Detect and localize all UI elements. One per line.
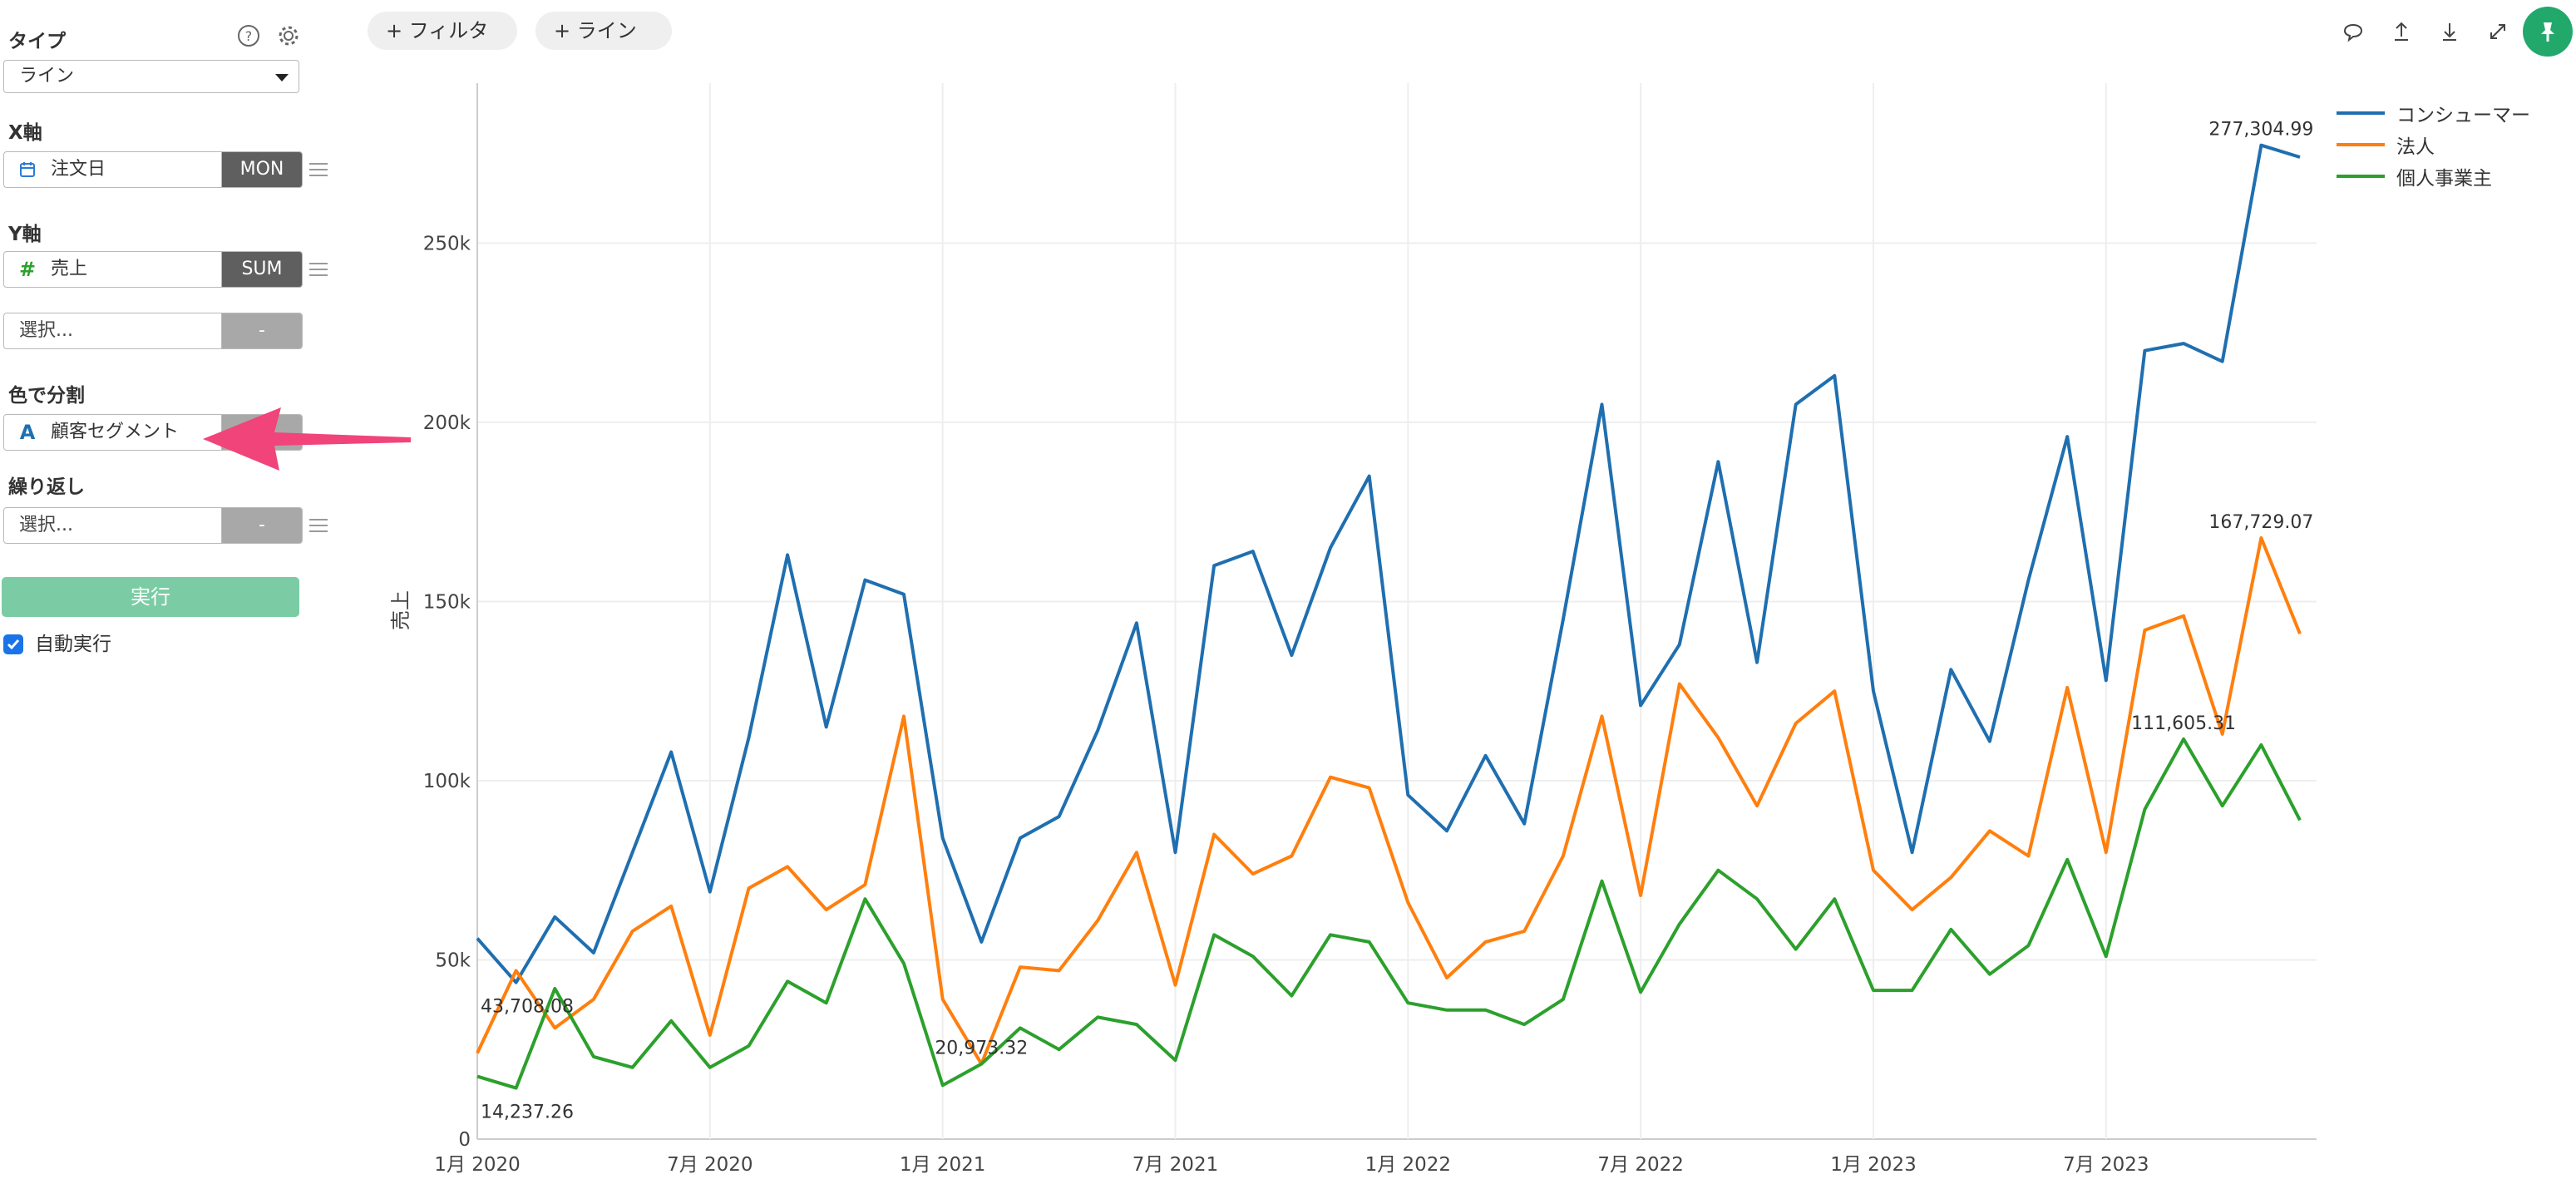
help-icon[interactable]: ? — [236, 23, 261, 48]
data-label: 111,605.31 — [2131, 713, 2236, 734]
y-tick-label: 150k — [423, 591, 471, 613]
repeat-menu-icon[interactable] — [309, 519, 328, 532]
y2-agg-button[interactable]: - — [221, 313, 302, 348]
y-tick-label: 200k — [423, 412, 471, 434]
y-axis-title: 売上 — [389, 590, 412, 630]
legend-swatch-consumer — [2337, 111, 2385, 115]
x-tick-label: 1月 2022 — [1365, 1154, 1451, 1176]
y2-field[interactable]: 選択... - — [3, 313, 303, 349]
chart-type-select[interactable]: ライン — [3, 60, 299, 93]
auto-run-label: 自動実行 — [35, 634, 111, 655]
data-label: 14,237.26 — [481, 1103, 574, 1123]
add-line-button[interactable]: + ライン — [535, 12, 672, 50]
text-type-icon: A — [19, 421, 36, 444]
x-axis-field[interactable]: 注文日 MON — [3, 151, 303, 188]
arrow-annotation — [203, 407, 411, 471]
legend-swatch-corporate — [2337, 143, 2385, 146]
download-icon[interactable] — [2438, 20, 2461, 43]
gear-icon[interactable] — [276, 23, 301, 48]
expand-icon[interactable] — [2486, 20, 2509, 43]
checkbox-checked-icon[interactable] — [3, 634, 23, 654]
chevron-down-icon — [275, 74, 289, 81]
x-tick-label: 7月 2020 — [667, 1154, 753, 1176]
auto-run-toggle[interactable]: 自動実行 — [3, 632, 111, 657]
y-tick-label: 100k — [423, 771, 471, 792]
x-axis-label: X軸 — [8, 122, 42, 144]
x-tick-label: 7月 2023 — [2063, 1154, 2149, 1176]
color-split-label: 色で分割 — [8, 385, 85, 407]
data-label: 43,708.08 — [481, 997, 574, 1018]
x-agg-button[interactable]: MON — [221, 152, 302, 187]
legend-label-home-office: 個人事業主 — [2396, 168, 2492, 190]
legend-item-corporate[interactable]: 法人 — [2337, 130, 2435, 160]
x-field-name: 注文日 — [51, 159, 106, 180]
legend-item-home-office[interactable]: 個人事業主 — [2337, 161, 2492, 191]
x-tick-label: 1月 2021 — [900, 1154, 985, 1176]
y-tick-label: 0 — [458, 1129, 471, 1151]
pin-icon[interactable] — [2523, 7, 2573, 57]
y-agg-button[interactable]: SUM — [221, 252, 302, 287]
comment-icon[interactable] — [2342, 20, 2365, 43]
series-line-2[interactable] — [476, 737, 2302, 1090]
series-line-0[interactable] — [476, 143, 2301, 984]
x-menu-icon[interactable] — [309, 163, 328, 176]
upload-icon[interactable] — [2390, 20, 2413, 43]
legend-item-consumer[interactable]: コンシューマー — [2337, 98, 2530, 128]
x-tick-label: 1月 2020 — [434, 1154, 520, 1176]
run-button[interactable]: 実行 — [2, 577, 299, 617]
color-field-name: 顧客セグメント — [51, 422, 180, 442]
repeat-label: 繰り返し — [8, 476, 85, 498]
number-icon: # — [18, 258, 37, 281]
legend-label-consumer: コンシューマー — [2396, 105, 2530, 126]
data-label: 277,304.99 — [2208, 120, 2313, 141]
y-tick-label: 250k — [423, 233, 471, 254]
x-tick-label: 7月 2022 — [1597, 1154, 1683, 1176]
chart-config-panel: タイプ ? ライン X軸 注文日 MON Y軸 # 売上 SUM 選択... -… — [0, 0, 349, 1184]
y-menu-icon[interactable] — [309, 263, 328, 276]
svg-text:?: ? — [245, 28, 253, 44]
repeat-agg-button[interactable]: - — [221, 508, 302, 543]
repeat-field[interactable]: 選択... - — [3, 507, 303, 544]
data-label: 20,973.32 — [935, 1038, 1028, 1059]
series-line-1[interactable] — [476, 536, 2302, 1066]
y-field-name: 売上 — [51, 259, 88, 279]
chart-type-value: ライン — [19, 66, 75, 86]
y-axis-field[interactable]: # 売上 SUM — [3, 251, 303, 288]
calendar-icon — [17, 152, 37, 187]
x-tick-label: 1月 2023 — [1830, 1154, 1916, 1176]
x-tick-label: 7月 2021 — [1133, 1154, 1218, 1176]
add-filter-button[interactable]: + フィルタ — [368, 12, 517, 50]
y-tick-label: 50k — [435, 950, 471, 971]
y-axis-label: Y軸 — [8, 224, 42, 245]
legend-label-corporate: 法人 — [2396, 136, 2435, 158]
type-label: タイプ — [8, 31, 66, 52]
legend-swatch-home-office — [2337, 175, 2385, 178]
data-label: 167,729.07 — [2208, 512, 2313, 533]
y2-placeholder: 選択... — [19, 320, 73, 341]
repeat-placeholder: 選択... — [19, 515, 73, 535]
